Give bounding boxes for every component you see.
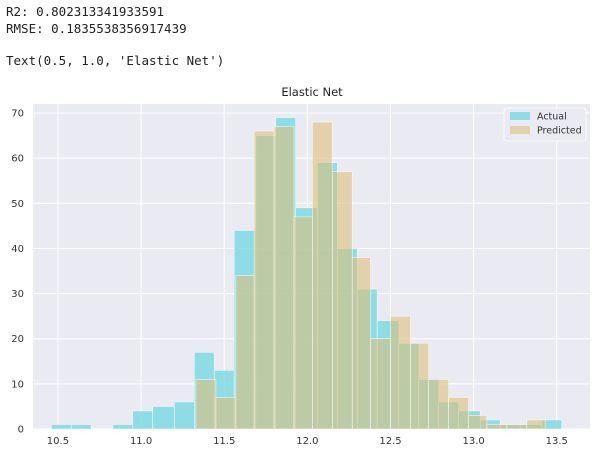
actual-bar: [50, 424, 72, 430]
x-tick-label: 11.5: [213, 436, 235, 447]
y-tick-label: 60: [11, 154, 24, 165]
predicted-bar: [370, 338, 391, 430]
actual-bar: [132, 410, 154, 430]
chart-title: Elastic Net: [281, 85, 343, 99]
predicted-bar: [215, 397, 237, 430]
legend-label-predicted: Predicted: [537, 126, 582, 137]
predicted-bar: [235, 275, 255, 430]
y-tick-label: 40: [11, 244, 24, 255]
legend-label-actual: Actual: [537, 112, 567, 123]
actual-bar: [152, 406, 175, 430]
chart-legend: Actual Predicted: [503, 107, 587, 142]
predicted-bar: [526, 419, 546, 430]
predicted-bars: [195, 121, 546, 430]
predicted-bar: [312, 121, 333, 430]
y-tick-label: 0: [18, 425, 24, 436]
x-tick-label: 13.5: [546, 436, 568, 447]
y-tick-label: 20: [11, 334, 24, 345]
x-tick-label: 13.0: [462, 436, 484, 447]
predicted-bar: [428, 379, 449, 430]
predicted-bar: [506, 424, 528, 430]
legend-swatch-actual: [510, 112, 530, 120]
x-tick-label: 10.5: [47, 436, 69, 447]
histogram-chart: Elastic Net 10.5 11.0 11.5 12.0 12.5 13.0 13.5…: [11, 85, 590, 447]
y-tick-label: 50: [11, 199, 24, 210]
predicted-bar: [390, 315, 411, 430]
y-tick-label: 30: [11, 289, 24, 300]
predicted-bar: [253, 130, 275, 430]
predicted-bar: [195, 379, 217, 430]
predicted-bar: [293, 216, 313, 430]
x-tick-label: 12.5: [379, 436, 401, 447]
x-tick-label: 12.0: [296, 436, 318, 447]
axis-ticks: 10.5 11.0 11.5 12.0 12.5 13.0 13.5 0 10 20 30 40 50 6…: [11, 109, 568, 447]
predicted-bar: [448, 397, 469, 430]
actual-bar: [112, 424, 134, 430]
predicted-bar: [410, 342, 430, 430]
r2-output-line: R2: 0.802313341933591: [6, 4, 165, 19]
predicted-bar: [486, 424, 508, 430]
predicted-bar: [351, 257, 371, 430]
actual-bar: [70, 424, 92, 430]
rmse-output-line: RMSE: 0.1835538356917439: [6, 21, 187, 36]
text-repr-output-line: Text(0.5, 1.0, 'Elastic Net'): [6, 53, 225, 68]
legend-swatch-predicted: [510, 126, 530, 134]
y-tick-label: 70: [11, 109, 24, 120]
x-tick-label: 11.0: [130, 436, 152, 447]
predicted-bar: [331, 171, 353, 430]
y-tick-label: 10: [11, 379, 24, 390]
predicted-bar: [273, 126, 295, 430]
actual-bar: [174, 401, 195, 430]
predicted-bar: [468, 415, 488, 430]
